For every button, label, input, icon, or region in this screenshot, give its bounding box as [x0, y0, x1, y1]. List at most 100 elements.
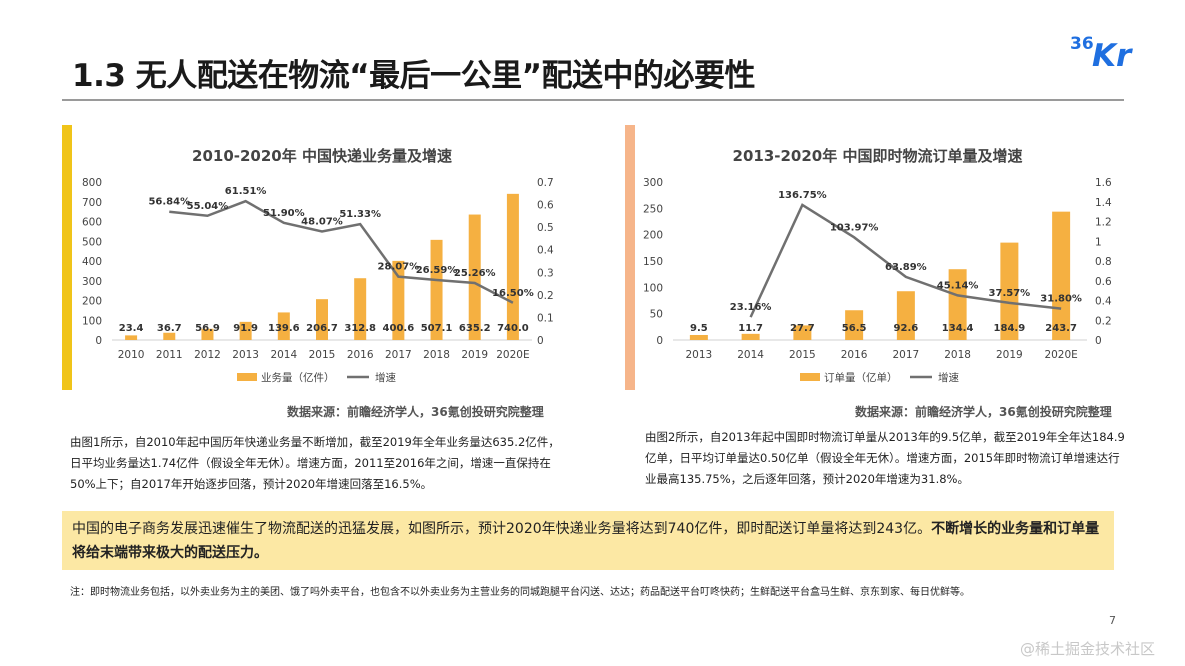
y2-tick-label: 0: [1095, 335, 1102, 347]
title-divider: [62, 99, 1124, 101]
x-tick-label: 2010: [118, 349, 145, 361]
line-value-label: 136.75%: [778, 190, 827, 201]
left-chart-title: 2010-2020年 中国快递业务量及增速: [192, 147, 452, 165]
y-tick-label: 600: [82, 217, 102, 229]
line-value-label: 103.97%: [830, 222, 879, 233]
left-chart-source: 数据来源：前瞻经济学人，36氪创投研究院整理: [287, 405, 544, 419]
brand-logo: 36 Kr: [1070, 32, 1142, 74]
bar: [468, 214, 481, 340]
bar-value-label: 507.1: [421, 323, 453, 334]
right-chart-description: 由图2所示，自2013年起中国即时物流订单量从2013年的9.5亿单，截至201…: [645, 430, 1125, 486]
bar-value-label: 91.9: [233, 323, 258, 334]
y-tick-label: 700: [82, 197, 102, 209]
x-tick-label: 2017: [893, 349, 920, 361]
right-chart-title: 2013-2020年 中国即时物流订单量及增速: [732, 147, 1023, 165]
right-chart-svg: 0 50 100 150 200 250 300 0 0.2 0.4 0.6 0.8 1 1.2 1.4 1.…: [643, 177, 1112, 384]
summary-text: 中国的电子商务发展迅速催生了物流配送的迅猛发展，如图所示，预计2020年快递业务…: [72, 517, 1102, 565]
page-title: 1.3 无人配送在物流“最后一公里”配送中的必要性: [72, 58, 755, 94]
x-tick-label: 2016: [347, 349, 374, 361]
y-tick-label: 0: [95, 335, 102, 347]
line-value-label: 23.16%: [730, 302, 772, 313]
bar: [277, 312, 290, 340]
watermark: @稀土掘金技术社区: [1020, 640, 1156, 658]
x-tick-label: 2014: [737, 349, 764, 361]
x-tick-label: 2017: [385, 349, 412, 361]
summary-highlight-box: 中国的电子商务发展迅速催生了物流配送的迅猛发展，如图所示，预计2020年快递业务…: [62, 511, 1114, 570]
bar-value-label: 400.6: [383, 323, 415, 334]
y2-tick-label: 0.1: [537, 312, 554, 324]
footnote: 注：即时物流业务包括，以外卖业务为主的美团、饿了吗外卖平台，也包含不以外卖业务为…: [70, 587, 970, 598]
bar-value-label: 36.7: [157, 323, 182, 334]
bar: [896, 291, 915, 340]
y-tick-label: 500: [82, 236, 102, 248]
line-value-label: 55.04%: [187, 201, 229, 212]
bar: [239, 321, 252, 340]
line-value-label: 63.89%: [885, 262, 927, 273]
summary-bold-text: 不断增长的业务量和订单量将给末端带来极大的配送压力。: [72, 521, 1100, 561]
bar-value-label: 740.0: [497, 323, 529, 334]
bar-value-label: 139.6: [268, 323, 300, 334]
y-tick-label: 200: [82, 296, 102, 308]
line-value-label: 28.07%: [378, 262, 420, 273]
y-tick-label: 250: [643, 203, 663, 215]
line-value-label: 31.80%: [1040, 294, 1082, 305]
line-value-label: 45.14%: [937, 280, 979, 291]
line-value-label: 48.07%: [301, 216, 343, 227]
bar-value-label: 635.2: [459, 323, 491, 334]
y-tick-label: 300: [82, 276, 102, 288]
left-chart-panel: 2010-2020年 中国快递业务量及增速 0 100 200 300 400 500 60…: [62, 125, 572, 390]
y-tick-label: 800: [82, 177, 102, 189]
growth-line: [169, 199, 514, 304]
bar: [125, 335, 138, 340]
bar: [689, 334, 708, 340]
y2-tick-label: 0.8: [1095, 256, 1112, 268]
left-chart-description: 由图1所示，自2010年起中国历年快递业务量不断增加，截至2019年全年业务量达…: [70, 435, 560, 491]
growth-line: [749, 203, 1062, 318]
bar: [741, 333, 760, 340]
bar-value-label: 206.7: [306, 323, 338, 334]
logo-text-36: 36: [1070, 34, 1094, 54]
bar-value-label: 92.6: [894, 323, 919, 334]
left-panel-accent: [62, 125, 72, 390]
x-tick-label: 2013: [232, 349, 259, 361]
line-value-label: 51.33%: [339, 209, 381, 220]
y2-tick-label: 0.2: [537, 290, 554, 302]
legend-bar-label: 业务量（亿件）: [261, 371, 335, 384]
x-tick-label: 2015: [789, 349, 816, 361]
summary-normal-text: 中国的电子商务发展迅速催生了物流配送的迅猛发展，如图所示，预计2020年快递业务…: [72, 521, 932, 537]
y2-tick-label: 0.5: [537, 222, 554, 234]
x-tick-label: 2013: [686, 349, 713, 361]
line-value-label: 56.84%: [148, 197, 190, 208]
y2-tick-label: 1.2: [1095, 217, 1112, 229]
y2-tick-label: 1.4: [1095, 197, 1112, 209]
bar: [163, 332, 176, 340]
legend-line-label: 增速: [938, 371, 959, 384]
bar-value-label: 23.4: [119, 323, 144, 334]
left-chart-svg: 0 100 200 300 400 500 600 700 800 0 0.1 0.2 0.3 0.4 0.…: [82, 177, 554, 384]
bar: [430, 239, 443, 340]
x-tick-label: 2020E: [1044, 349, 1077, 361]
line-value-label: 51.90%: [263, 208, 305, 219]
line-value-label: 16.50%: [492, 288, 534, 299]
x-tick-label: 2011: [156, 349, 183, 361]
bar-value-label: 184.9: [994, 323, 1026, 334]
x-tick-label: 2015: [309, 349, 336, 361]
bar: [392, 260, 405, 340]
line-value-label: 26.59%: [416, 265, 458, 276]
bar-value-label: 11.7: [738, 323, 763, 334]
y-tick-label: 0: [656, 335, 663, 347]
bar-value-label: 134.4: [942, 323, 974, 334]
x-tick-label: 2019: [996, 349, 1023, 361]
bar: [793, 325, 812, 340]
legend-bar-swatch: [237, 373, 257, 381]
logo-text-kr: Kr: [1092, 38, 1132, 74]
x-tick-label: 2020E: [496, 349, 529, 361]
y-tick-label: 100: [82, 315, 102, 327]
bar: [506, 193, 519, 340]
x-tick-label: 2014: [270, 349, 297, 361]
bar: [201, 328, 214, 340]
x-tick-label: 2018: [423, 349, 450, 361]
bar-value-label: 312.8: [344, 323, 376, 334]
y-tick-label: 200: [643, 230, 663, 242]
y-tick-label: 400: [82, 256, 102, 268]
